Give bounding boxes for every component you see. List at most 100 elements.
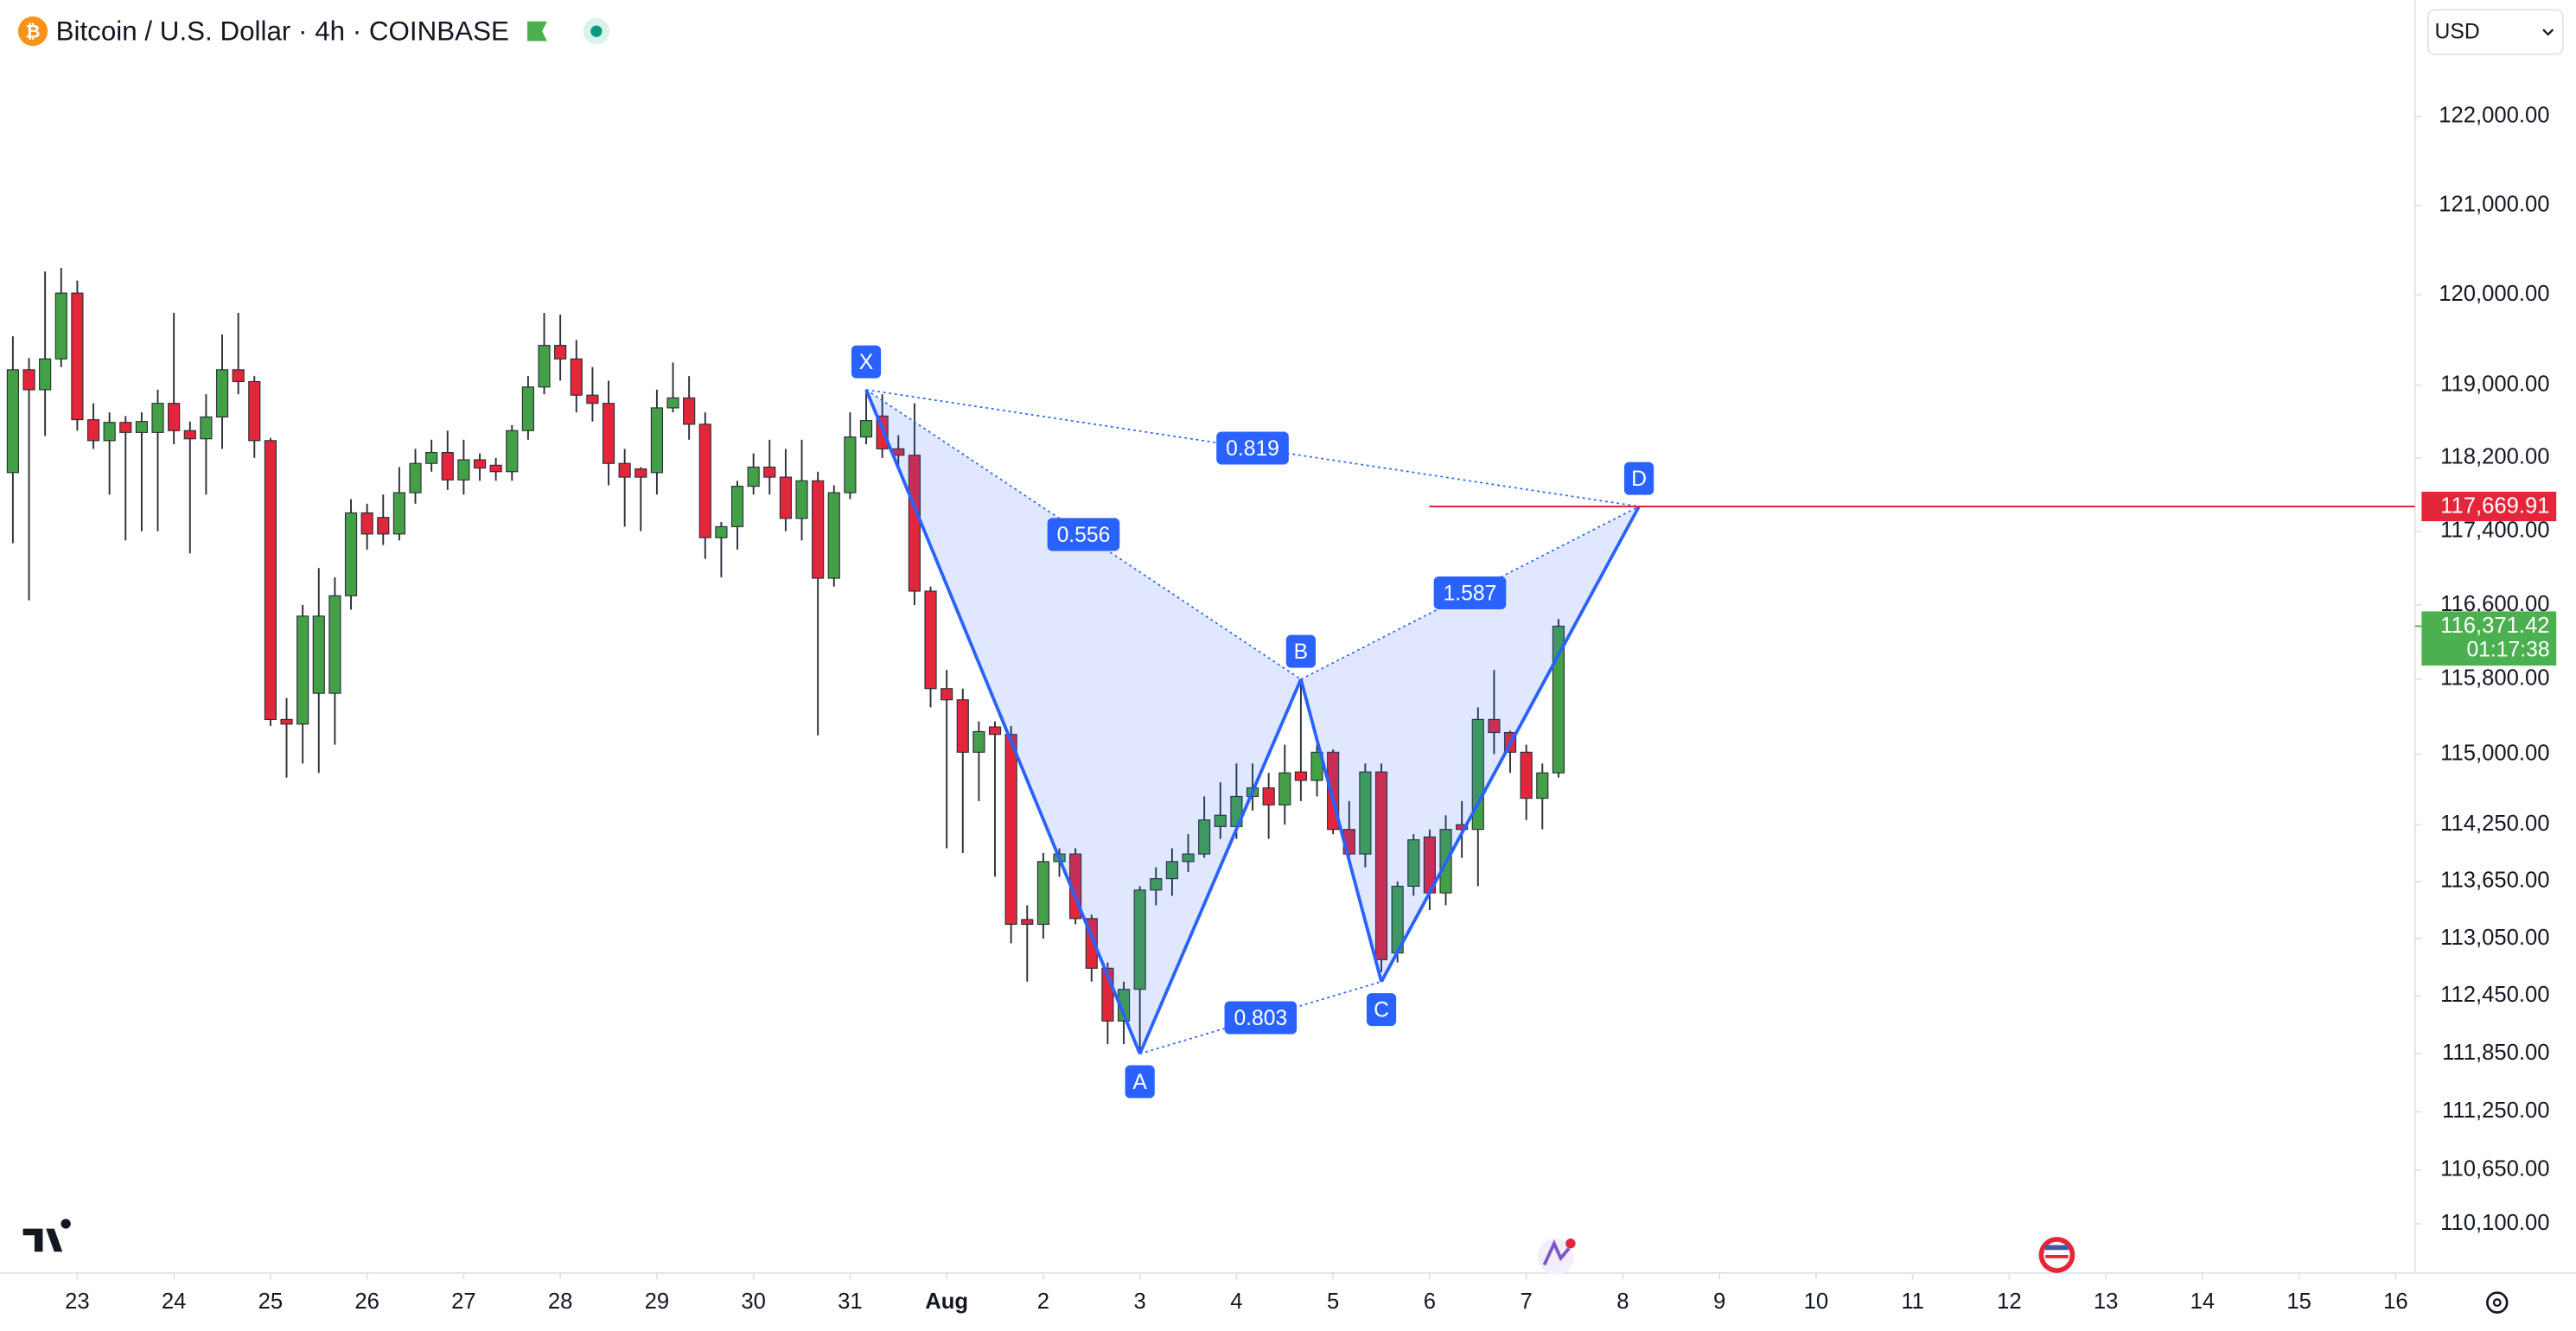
pattern-point-badge <box>851 345 882 379</box>
candle-body-up <box>6 369 19 474</box>
candle-body-up <box>859 420 873 438</box>
candle-body-up <box>39 358 52 391</box>
candle-body-down <box>489 464 502 473</box>
x-tick-label: 29 <box>645 1290 670 1314</box>
candle-body-down <box>22 369 35 391</box>
candle-body-down <box>280 718 293 725</box>
candle-body-up <box>538 345 551 388</box>
ai-icon[interactable] <box>1537 1238 1574 1275</box>
y-tick-label: 113,050.00 <box>2440 926 2549 950</box>
candle-body-down <box>812 480 825 579</box>
candle-body-up <box>457 459 470 481</box>
x-tick-label: 15 <box>2286 1290 2311 1314</box>
candle-body-down <box>570 358 583 396</box>
last-price-label: 116,371.42 <box>2440 614 2549 638</box>
pattern-point-badge <box>1366 993 1397 1027</box>
y-tick-label: 117,400.00 <box>2440 518 2549 542</box>
candle-body-down <box>248 380 261 442</box>
pattern-area <box>1300 506 1640 982</box>
pattern-ratio-line <box>1139 980 1382 1055</box>
candle-body-down <box>956 699 969 753</box>
candle-body-up <box>1150 878 1163 891</box>
candle-body-down <box>1021 919 1034 926</box>
last-price-badge <box>2421 611 2557 666</box>
candle-body-up <box>1036 861 1049 926</box>
settings-icon[interactable] <box>2486 1291 2509 1314</box>
pattern-point-badge <box>1125 1065 1155 1099</box>
pattern-ratio-badge <box>1224 1001 1298 1035</box>
candle-body-down <box>86 419 100 442</box>
ai-icon-dot <box>1565 1238 1576 1249</box>
pattern-area <box>866 389 1301 1054</box>
pattern-point-label: D <box>1631 468 1647 491</box>
candle-body-up <box>151 403 164 433</box>
header: ₿ Bitcoin / U.S. Dollar · 4h · COINBASE … <box>17 9 2564 55</box>
candle-body-down <box>1004 734 1017 926</box>
pattern-leg <box>1380 506 1641 983</box>
candle-body-up <box>506 430 519 473</box>
currency-label[interactable]: USD <box>2435 21 2480 44</box>
y-tick-label: 110,650.00 <box>2440 1157 2549 1181</box>
candle-body-up <box>972 730 985 753</box>
currency-box[interactable] <box>2427 9 2564 55</box>
y-tick-label: 114,250.00 <box>2440 812 2549 836</box>
candle-body-down <box>683 397 696 425</box>
x-tick-label: 27 <box>451 1290 476 1314</box>
currency-caret[interactable] <box>2542 29 2554 36</box>
currency-select[interactable]: USD <box>2427 9 2564 55</box>
x-tick-label: 3 <box>1134 1290 1146 1314</box>
candle-body-down <box>1262 787 1275 806</box>
candle-body-down <box>377 517 390 535</box>
pattern-ratio-label: 0.803 <box>1234 1007 1287 1030</box>
y-tick-label: 112,450.00 <box>2440 983 2549 1007</box>
pattern-leg <box>864 389 1142 1054</box>
candle-body-up <box>344 512 358 596</box>
candle-body-down <box>1294 771 1307 781</box>
pattern-point-badge <box>1623 462 1655 495</box>
x-tick-label: 2 <box>1037 1290 1049 1314</box>
event-flag-stripe <box>2045 1254 2069 1258</box>
x-tick-label: 10 <box>1804 1290 1829 1314</box>
pattern-leg <box>1138 678 1303 1054</box>
candle-body-up <box>296 615 309 725</box>
event-flag-stripe <box>2045 1245 2069 1251</box>
candle-body-down <box>554 345 567 360</box>
x-tick-label: 9 <box>1713 1290 1725 1314</box>
coin-icon <box>17 16 48 47</box>
y-tick-label: 119,000.00 <box>2440 372 2549 396</box>
candle-body-down <box>763 466 776 478</box>
candle-body-down <box>71 292 84 421</box>
pattern-ratio-label: 0.556 <box>1057 524 1111 547</box>
candle-body-up <box>312 615 325 694</box>
plot-area: X A B C D 0.819 0.556 1.587 0.803 <box>6 268 2415 1099</box>
candle-body-down <box>168 403 181 431</box>
candle-body-up <box>215 369 229 418</box>
candle-body-down <box>602 403 615 464</box>
pattern-ratio-line <box>865 389 1640 507</box>
candle-body-down <box>634 468 647 478</box>
pattern-point-label: A <box>1132 1071 1147 1094</box>
y-tick-label: 111,250.00 <box>2442 1099 2550 1123</box>
candle-body-up <box>1407 839 1420 887</box>
candle-body-down <box>473 459 487 469</box>
candle-body-down <box>1374 771 1388 960</box>
y-tick-label: 118,200.00 <box>2440 445 2549 469</box>
candle-body-up <box>1214 814 1227 827</box>
settings-icon-center <box>2492 1298 2502 1308</box>
pattern-point-label: C <box>1374 999 1389 1022</box>
x-tick-label: 5 <box>1327 1290 1339 1314</box>
x-tick-label: 26 <box>354 1290 379 1314</box>
candle-body-down <box>264 440 277 720</box>
x-tick-label: 23 <box>65 1290 90 1314</box>
x-tick-label: 16 <box>2383 1290 2408 1314</box>
pattern-ratio-label: 0.819 <box>1226 437 1279 461</box>
candle-body-down <box>924 590 937 690</box>
countdown-label: 01:17:38 <box>2466 639 2549 662</box>
pattern-leg <box>1299 678 1383 983</box>
candle-body-up <box>666 397 679 409</box>
candle-body-up <box>747 466 760 487</box>
pattern-ratio-badge <box>1433 576 1507 609</box>
candle-body-up <box>103 422 116 442</box>
symbol-title: Bitcoin / U.S. Dollar · 4h · COINBASE <box>56 16 509 46</box>
